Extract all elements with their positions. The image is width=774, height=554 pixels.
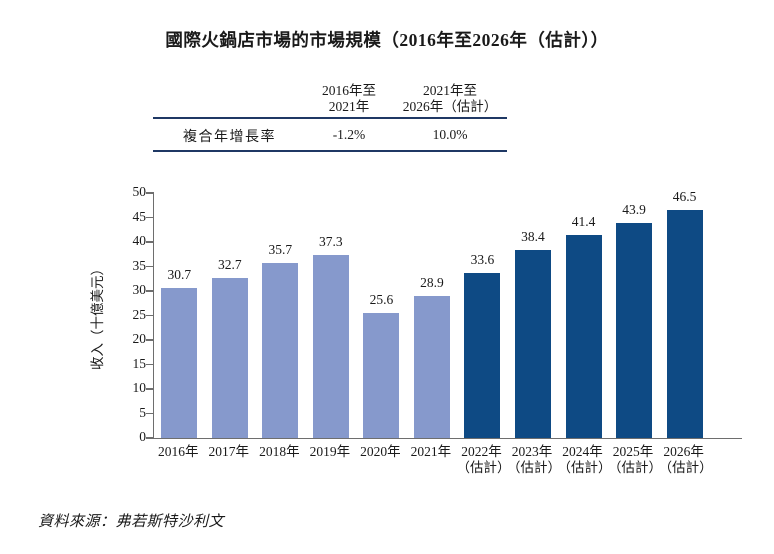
bar-value-label: 35.7 xyxy=(268,242,293,258)
x-tick-year: 2026年 xyxy=(663,444,704,459)
y-tick-label: 20 xyxy=(132,331,147,346)
bar-2023年 xyxy=(514,249,551,438)
bar-2016年 xyxy=(161,287,198,438)
x-tick-estimate-note: （估計） xyxy=(608,460,663,475)
bar-group-2022年: 33.6 xyxy=(464,193,501,438)
y-tick-label: 30 xyxy=(132,282,147,297)
cagr-value-2016-2021: -1.2% xyxy=(332,127,366,142)
bar-value-label: 46.5 xyxy=(672,189,697,205)
bars-area: 30.7 32.7 35.7 37.3 25.6 28.9 33.6 38.4 41.4 43.9… xyxy=(154,189,710,438)
cagr-table-top-rule xyxy=(153,117,507,119)
y-tick-label: 50 xyxy=(132,184,147,199)
y-tick-mark xyxy=(146,314,154,317)
y-tick-label: 45 xyxy=(132,208,147,224)
bar-value-label: 33.6 xyxy=(470,252,495,268)
x-tick-estimate-note: （估計） xyxy=(506,460,561,475)
x-axis-labels: 2016年 2017年 2018年 2019年 2020年 2021年 2022年 （估計） 2… xyxy=(153,444,713,476)
bar-group-2024年: 41.4 xyxy=(565,193,602,438)
x-tick-label-2019年: 2019年 xyxy=(305,444,355,476)
bar-value-label: 32.7 xyxy=(217,256,242,272)
bar-group-2025年: 43.9 xyxy=(616,193,653,438)
bar-2020年 xyxy=(363,312,400,438)
x-tick-year: 2016年 xyxy=(158,444,199,459)
x-tick-year: 2017年 xyxy=(208,444,250,459)
x-tick-label-2026年: 2026年 （估計） xyxy=(658,444,713,476)
y-tick-label: 0 xyxy=(139,429,146,444)
y-tick-mark xyxy=(146,290,154,292)
y-tick-mark xyxy=(146,412,154,415)
y-tick-mark xyxy=(146,339,154,341)
bar-2025年 xyxy=(616,222,653,438)
plot-area: 30.7 32.7 35.7 37.3 25.6 28.9 33.6 38.4 41.4 43.9… xyxy=(133,184,742,444)
x-tick-year: 2023年 xyxy=(511,444,553,459)
bar-group-2017年: 32.7 xyxy=(211,193,248,438)
bar-2026年 xyxy=(666,210,703,438)
bar-value-label: 28.9 xyxy=(420,275,444,291)
x-tick-year: 2024年 xyxy=(562,444,603,459)
x-tick-year: 2020年 xyxy=(360,444,401,459)
x-tick-label-2022年: 2022年 （估計） xyxy=(456,444,511,476)
y-tick-mark xyxy=(146,363,154,366)
bar-2019年 xyxy=(312,255,349,438)
bar-group-2023年: 38.4 xyxy=(514,193,551,438)
x-tick-label-2024年: 2024年 （估計） xyxy=(557,444,612,476)
y-axis-title: 收入（十億美元） xyxy=(90,262,105,370)
bar-2021年 xyxy=(413,296,450,438)
y-tick-mark xyxy=(146,265,154,268)
y-tick-mark xyxy=(146,192,154,194)
y-tick-mark xyxy=(146,437,154,439)
y-tick-label: 15 xyxy=(132,355,147,371)
bar-2017年 xyxy=(211,277,248,438)
x-tick-label-2023年: 2023年 （估計） xyxy=(506,444,561,476)
x-tick-year: 2022年 xyxy=(461,444,502,459)
bar-2022年 xyxy=(464,273,501,438)
x-tick-label-2021年: 2021年 xyxy=(406,444,456,476)
bar-value-label: 38.4 xyxy=(521,228,545,244)
x-tick-estimate-note: （估計） xyxy=(658,460,713,475)
bar-2024年 xyxy=(565,235,602,438)
bar-group-2019年: 37.3 xyxy=(312,193,349,438)
cagr-table-header-2016-2021: 2016年至 2021年 xyxy=(322,83,376,114)
bar-2018年 xyxy=(262,263,299,438)
cagr-table-bottom-rule xyxy=(153,150,507,152)
bar-group-2020年: 25.6 xyxy=(363,193,400,438)
page-title: 國際火鍋店市場的市場規模（2016年至2026年（估計）） xyxy=(165,30,609,50)
bar-value-label: 25.6 xyxy=(369,291,394,307)
x-tick-estimate-note: （估計） xyxy=(456,460,511,475)
data-source-note: 資料來源：弗若斯特沙利文 xyxy=(38,514,225,530)
bar-group-2016年: 30.7 xyxy=(161,193,198,438)
y-tick-label: 35 xyxy=(132,257,147,273)
y-tick-label: 40 xyxy=(132,233,147,248)
bar-value-label: 43.9 xyxy=(622,201,646,217)
x-tick-year: 2025年 xyxy=(612,444,654,459)
x-tick-estimate-note: （估計） xyxy=(557,460,612,475)
bar-value-label: 41.4 xyxy=(571,214,596,230)
x-tick-year: 2019年 xyxy=(309,444,351,459)
y-tick-mark xyxy=(146,216,154,219)
cagr-value-2021-2026: 10.0% xyxy=(432,127,468,142)
x-tick-label-2025年: 2025年 （估計） xyxy=(608,444,663,476)
y-tick-label: 25 xyxy=(132,306,147,322)
x-tick-label-2017年: 2017年 xyxy=(204,444,254,476)
bar-group-2021年: 28.9 xyxy=(413,193,450,438)
bar-group-2026年: 46.5 xyxy=(666,189,703,438)
y-tick-label: 10 xyxy=(132,380,147,395)
y-tick-label: 5 xyxy=(139,404,146,420)
y-tick-mark xyxy=(146,241,154,243)
x-tick-label-2020年: 2020年 xyxy=(355,444,405,476)
y-tick-mark xyxy=(146,388,154,390)
bar-value-label: 37.3 xyxy=(319,234,343,250)
x-tick-year: 2021年 xyxy=(410,444,452,459)
bar-value-label: 30.7 xyxy=(167,266,192,282)
cagr-row-label: 複合年增長率 xyxy=(183,130,276,145)
x-tick-label-2018年: 2018年 xyxy=(254,444,304,476)
bar-group-2018年: 35.7 xyxy=(262,193,299,438)
cagr-table-header-2021-2026: 2021年至 2026年（估計） xyxy=(402,83,498,114)
x-tick-year: 2018年 xyxy=(259,444,300,459)
x-tick-label-2016年: 2016年 xyxy=(153,444,203,476)
